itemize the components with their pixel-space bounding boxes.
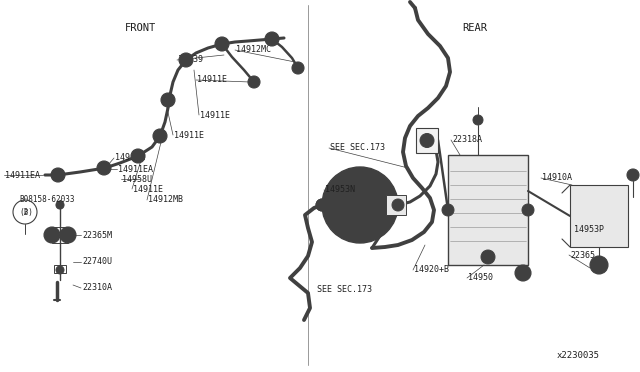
Circle shape [56,266,64,274]
Text: 14953P: 14953P [574,225,604,234]
Circle shape [292,62,304,74]
Circle shape [316,199,328,211]
Circle shape [153,129,167,143]
Circle shape [60,227,76,243]
Circle shape [442,204,454,216]
Text: 22740U: 22740U [82,257,112,266]
Text: 14912MC: 14912MC [236,45,271,55]
Text: 14920+B: 14920+B [414,266,449,275]
Circle shape [590,256,608,274]
Text: (2): (2) [19,208,33,218]
Circle shape [131,149,145,163]
Text: 14939: 14939 [178,55,203,64]
Circle shape [248,76,260,88]
Circle shape [97,161,111,175]
Circle shape [56,201,64,209]
Circle shape [215,37,229,51]
Bar [448,155,528,265]
Text: 14912M: 14912M [115,154,145,163]
Text: FRONT: FRONT [124,23,156,33]
Text: 14911E: 14911E [197,76,227,84]
Text: 14911E: 14911E [133,185,163,193]
Text: 22318A: 22318A [452,135,482,144]
Text: 14910A: 14910A [542,173,572,183]
Text: 14911E: 14911E [174,131,204,140]
Text: x2230035: x2230035 [557,352,600,360]
Circle shape [473,115,483,125]
Text: 14953N: 14953N [325,186,355,195]
Bar [54,265,66,273]
Text: SEE SEC.173: SEE SEC.173 [317,285,372,295]
Text: 22365M: 22365M [82,231,112,240]
Bar [386,195,406,215]
Text: 14950: 14950 [468,273,493,282]
Circle shape [161,93,175,107]
Text: B: B [23,209,27,215]
Text: REAR: REAR [463,23,488,33]
Circle shape [515,265,531,281]
Circle shape [322,167,398,243]
Text: 14911EA: 14911EA [5,170,40,180]
Circle shape [481,250,495,264]
Text: 22365: 22365 [570,250,595,260]
Circle shape [316,199,328,211]
Text: 14912MB: 14912MB [148,196,183,205]
Text: 14911EA: 14911EA [118,164,153,173]
Circle shape [420,134,434,148]
Text: B08158-62033: B08158-62033 [19,196,74,205]
Circle shape [392,199,404,211]
Text: 22310A: 22310A [82,283,112,292]
Circle shape [522,204,534,216]
Text: SEE SEC.173: SEE SEC.173 [330,144,385,153]
Circle shape [265,32,279,46]
Circle shape [627,169,639,181]
Circle shape [51,168,65,182]
Circle shape [179,53,193,67]
Circle shape [44,227,60,243]
Text: 14911E: 14911E [200,110,230,119]
Bar [570,185,628,247]
Bar [416,128,438,153]
Text: 14958U: 14958U [122,174,152,183]
